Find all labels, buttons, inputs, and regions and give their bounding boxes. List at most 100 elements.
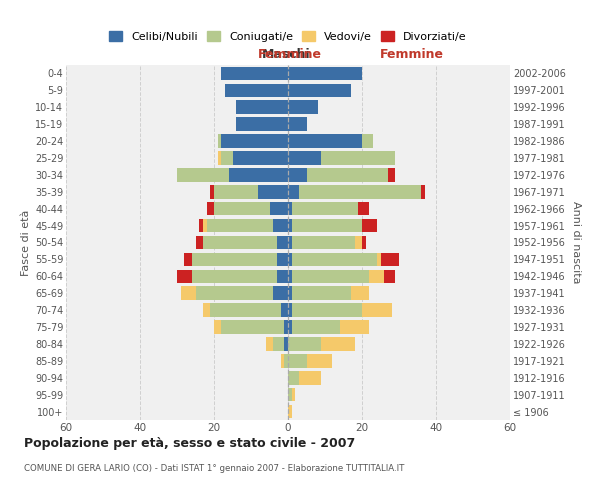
Bar bbox=[288, 252, 292, 266]
Bar bbox=[288, 354, 307, 368]
Bar bbox=[340, 320, 370, 334]
Bar bbox=[266, 337, 273, 350]
Bar bbox=[236, 118, 288, 131]
Bar bbox=[229, 168, 288, 181]
Bar bbox=[362, 304, 392, 317]
Bar bbox=[277, 236, 288, 250]
Bar bbox=[273, 219, 288, 232]
Bar bbox=[211, 185, 214, 198]
Bar bbox=[351, 286, 370, 300]
Bar bbox=[214, 185, 259, 198]
Y-axis label: Anni di nascita: Anni di nascita bbox=[571, 201, 581, 284]
Text: Femmine: Femmine bbox=[258, 48, 322, 62]
Bar bbox=[292, 252, 377, 266]
Bar bbox=[299, 371, 322, 384]
Bar bbox=[362, 134, 373, 148]
Bar bbox=[214, 202, 269, 215]
Bar bbox=[307, 168, 388, 181]
Bar bbox=[203, 304, 210, 317]
Bar bbox=[288, 84, 351, 97]
Bar bbox=[277, 252, 288, 266]
Bar bbox=[377, 252, 380, 266]
Bar bbox=[288, 118, 307, 131]
Bar bbox=[218, 134, 221, 148]
Bar bbox=[281, 354, 284, 368]
Bar bbox=[288, 286, 292, 300]
Legend: Celibi/Nubili, Coniugati/e, Vedovi/e, Divorziati/e: Celibi/Nubili, Coniugati/e, Vedovi/e, Di… bbox=[106, 28, 470, 45]
Bar bbox=[322, 151, 395, 164]
Bar bbox=[221, 66, 288, 80]
Bar bbox=[288, 219, 292, 232]
Bar bbox=[288, 100, 317, 114]
Bar bbox=[196, 236, 203, 250]
Bar bbox=[203, 236, 277, 250]
Bar bbox=[362, 236, 366, 250]
Bar bbox=[273, 286, 288, 300]
Bar bbox=[206, 202, 214, 215]
Bar bbox=[288, 202, 292, 215]
Bar bbox=[292, 236, 355, 250]
Bar bbox=[362, 219, 377, 232]
Bar bbox=[259, 185, 288, 198]
Bar bbox=[384, 270, 395, 283]
Bar bbox=[288, 185, 299, 198]
Text: Femmine: Femmine bbox=[380, 48, 445, 62]
Bar bbox=[221, 320, 284, 334]
Y-axis label: Fasce di età: Fasce di età bbox=[20, 210, 31, 276]
Bar bbox=[184, 252, 192, 266]
Bar bbox=[277, 270, 288, 283]
Bar bbox=[288, 66, 362, 80]
Bar bbox=[281, 304, 288, 317]
Bar bbox=[206, 219, 273, 232]
Bar bbox=[355, 236, 362, 250]
Bar bbox=[284, 337, 288, 350]
Bar bbox=[288, 304, 292, 317]
Bar bbox=[192, 252, 277, 266]
Bar bbox=[292, 219, 362, 232]
Bar bbox=[214, 320, 221, 334]
Bar bbox=[292, 320, 340, 334]
Bar bbox=[225, 84, 288, 97]
Bar bbox=[218, 151, 221, 164]
Bar bbox=[203, 219, 206, 232]
Text: Maschi: Maschi bbox=[262, 48, 310, 62]
Bar bbox=[292, 286, 351, 300]
Bar bbox=[322, 337, 355, 350]
Bar bbox=[421, 185, 425, 198]
Bar bbox=[288, 151, 322, 164]
Bar bbox=[192, 270, 277, 283]
Bar bbox=[288, 168, 307, 181]
Bar bbox=[177, 168, 229, 181]
Bar bbox=[307, 354, 332, 368]
Bar bbox=[292, 304, 362, 317]
Bar bbox=[177, 270, 192, 283]
Bar bbox=[370, 270, 384, 283]
Bar bbox=[284, 320, 288, 334]
Bar bbox=[292, 388, 295, 402]
Bar bbox=[199, 219, 203, 232]
Bar bbox=[288, 320, 292, 334]
Bar bbox=[233, 151, 288, 164]
Bar bbox=[288, 134, 362, 148]
Bar bbox=[299, 185, 421, 198]
Bar bbox=[221, 134, 288, 148]
Bar bbox=[288, 337, 322, 350]
Bar bbox=[288, 388, 292, 402]
Bar bbox=[196, 286, 273, 300]
Bar bbox=[273, 337, 284, 350]
Bar bbox=[269, 202, 288, 215]
Bar bbox=[221, 151, 233, 164]
Bar bbox=[288, 371, 299, 384]
Bar bbox=[288, 236, 292, 250]
Bar bbox=[292, 270, 370, 283]
Bar bbox=[388, 168, 395, 181]
Bar bbox=[284, 354, 288, 368]
Bar bbox=[181, 286, 196, 300]
Bar bbox=[288, 405, 292, 418]
Bar bbox=[380, 252, 399, 266]
Text: COMUNE DI GERA LARIO (CO) - Dati ISTAT 1° gennaio 2007 - Elaborazione TUTTITALIA: COMUNE DI GERA LARIO (CO) - Dati ISTAT 1… bbox=[24, 464, 404, 473]
Bar bbox=[292, 202, 358, 215]
Text: Popolazione per età, sesso e stato civile - 2007: Popolazione per età, sesso e stato civil… bbox=[24, 438, 355, 450]
Bar bbox=[236, 100, 288, 114]
Bar bbox=[358, 202, 370, 215]
